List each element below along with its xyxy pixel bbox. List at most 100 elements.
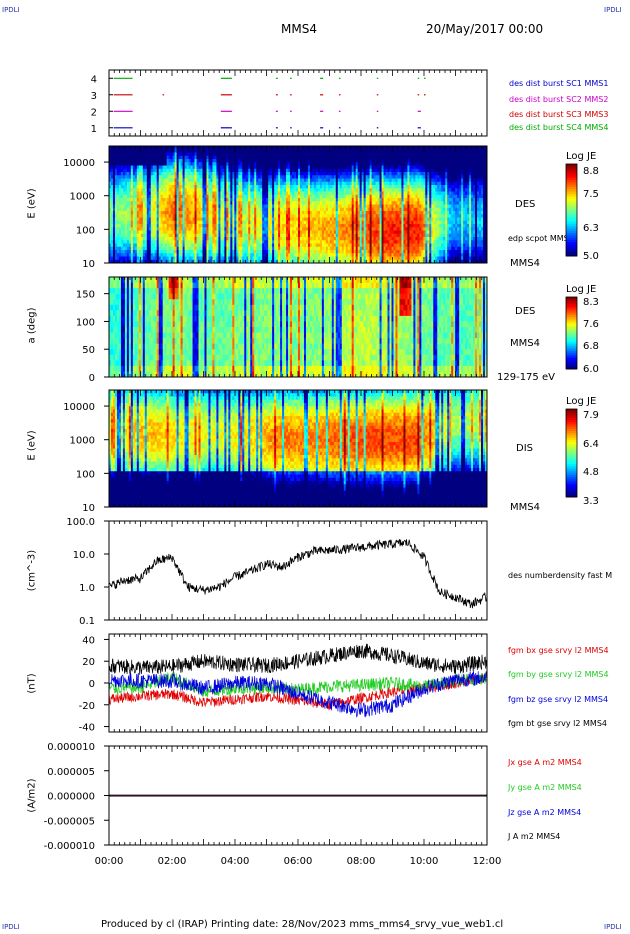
heatmap-cell [224,253,227,257]
heatmap-cell [204,155,207,160]
heatmap-cell [168,224,172,228]
heatmap-cell [116,178,120,183]
heatmap-cell [144,246,148,251]
heatmap-cell [204,233,207,238]
heatmap-cell [120,175,124,179]
heatmap-cell [218,201,221,205]
heatmap-cell [172,230,176,235]
heatmap-cell [112,220,116,225]
heatmap-cell [208,259,211,264]
heatmap-cell [166,152,170,157]
heatmap-cell [162,149,166,153]
heatmap-cell [146,246,150,251]
heatmap-cell [116,224,120,228]
heatmap-cell [216,155,219,160]
label-des-2: DES [515,306,536,317]
heatmap-cell [164,230,168,235]
heatmap-cell [218,152,221,157]
heatmap-cell [208,198,211,202]
heatmap-cell [186,172,189,176]
heatmap-cell [160,188,164,192]
heatmap-cell [154,152,158,157]
heatmap-cell [196,204,199,209]
heatmap-cell [126,191,130,196]
heatmap-cell [216,224,219,228]
heatmap-cell [210,155,213,160]
heatmap-cell [210,198,213,202]
heatmap-cell [166,240,170,244]
heatmap-cell [136,250,140,254]
heatmap-cell [234,250,237,254]
heatmap-cell [214,220,217,225]
heatmap-cell [224,191,227,196]
heatmap-cell [212,214,215,218]
heatmap-cell [166,214,170,218]
heatmap-cell [146,204,150,209]
heatmap-cell [154,224,158,228]
heatmap-cell [186,191,189,196]
heatmap-cell [190,194,193,199]
heatmap-cell [196,220,199,225]
heatmap-cell [148,165,152,170]
heatmap-cell [150,155,154,160]
heatmap-cell [114,155,118,160]
heatmap-cell [150,207,154,212]
heatmap-cell [202,201,205,205]
heatmap-cell [182,224,185,228]
heatmap-cell [128,149,132,153]
heatmap-cell [158,194,162,199]
heatmap-cell [160,214,164,218]
heatmap-cell [162,240,166,244]
heatmap-cell [186,178,189,183]
heatmap-cell [166,233,170,238]
heatmap-cell [158,230,162,235]
heatmap-cell [184,233,187,238]
heatmap-cell [170,168,174,173]
heatmap-cell [200,214,203,218]
heatmap-cell [154,237,158,241]
heatmap-cell [144,211,148,215]
heatmap-cell [118,165,122,170]
heatmap-cell [194,155,197,160]
heatmap-cell [234,217,237,222]
heatmap-cell [232,185,235,189]
heatmap-cell [178,152,182,157]
heatmap-cell [180,204,184,209]
heatmap-cell [116,211,120,215]
heatmap-cell [132,233,136,238]
heatmap-cell [168,191,172,196]
legend-by: fgm by gse srvy l2 MMS4 [508,670,609,679]
heatmap-cell [132,198,136,202]
heatmap-cell [110,237,114,241]
heatmap-cell [132,246,136,251]
heatmap-cell [148,194,152,199]
heatmap-cell [138,253,142,257]
heatmap-cell [152,214,156,218]
heatmap-cell [170,165,174,170]
heatmap-cell [136,204,140,209]
heatmap-cell [222,191,225,196]
heatmap-cell [142,204,146,209]
heatmap-cell [202,155,205,160]
heatmap-cell [232,204,235,209]
heatmap-cell [174,207,178,212]
heatmap-cell [158,246,162,251]
heatmap-cell [162,227,166,231]
heatmap-cell [194,224,197,228]
heatmap-cell [190,211,193,215]
heatmap-cell [214,230,217,235]
heatmap-cell [218,185,221,189]
heatmap-cell [152,253,156,257]
heatmap-cell [126,207,130,212]
heatmap-cell [136,175,140,179]
heatmap-cell [230,198,233,202]
heatmap-cell [116,188,120,192]
heatmap-cell [134,159,138,163]
heatmap-cell [110,172,114,176]
heatmap-cell [124,194,128,199]
heatmap-cell [224,233,227,238]
heatmap-cell [226,181,229,186]
heatmap-cell [192,181,195,186]
heatmap-cell [220,201,223,205]
heatmap-cell [224,146,227,150]
